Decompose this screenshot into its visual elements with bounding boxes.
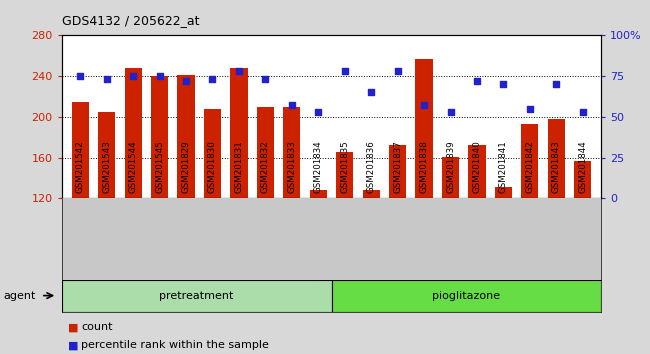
Bar [257,107,274,198]
Point [339,68,350,74]
Point [101,76,112,82]
Point [234,68,244,74]
Point [472,78,482,84]
Bar [204,109,221,198]
Point [445,109,456,115]
Point [75,73,85,79]
Text: agent: agent [3,291,36,301]
Point [181,78,191,84]
Point [551,81,562,87]
Bar [332,280,601,312]
Bar [230,68,248,198]
Point [207,76,218,82]
Bar [521,124,538,198]
Bar [98,112,115,198]
Bar [283,107,300,198]
Bar [415,59,433,198]
Bar [363,190,380,198]
Text: pioglitazone: pioglitazone [432,291,500,301]
Bar [389,145,406,198]
Text: GDS4132 / 205622_at: GDS4132 / 205622_at [62,13,200,27]
Bar [548,119,565,198]
Point [525,106,535,112]
Bar [151,76,168,198]
Point [419,103,429,108]
Bar [336,153,354,198]
Point [366,90,376,95]
Point [393,68,403,74]
Point [260,76,270,82]
Bar [309,190,327,198]
Bar [469,145,486,198]
Bar [62,280,332,312]
Point [128,73,138,79]
Bar [72,102,89,198]
Point [313,109,324,115]
Text: count: count [81,322,112,332]
Point [287,103,297,108]
Bar [574,161,592,198]
Bar [495,187,512,198]
Bar [442,156,459,198]
Bar [125,68,142,198]
Point [155,73,165,79]
Bar [177,75,194,198]
Text: ■: ■ [68,322,79,332]
Text: ■: ■ [68,340,79,350]
Text: percentile rank within the sample: percentile rank within the sample [81,340,269,350]
Point [498,81,508,87]
Text: pretreatment: pretreatment [159,291,234,301]
Point [578,109,588,115]
